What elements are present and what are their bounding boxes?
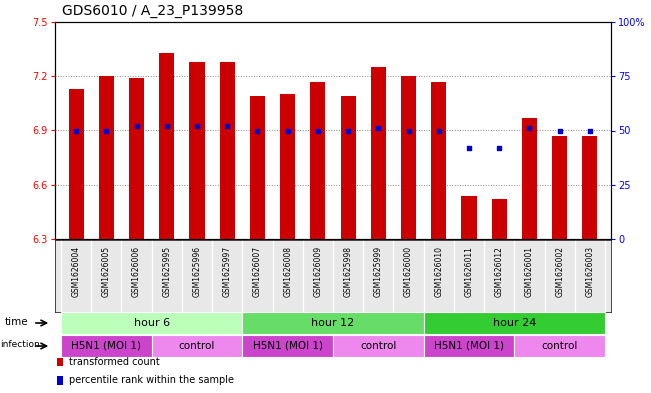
Text: GSM1626005: GSM1626005 — [102, 246, 111, 297]
Text: GSM1626000: GSM1626000 — [404, 246, 413, 297]
Bar — [159, 53, 174, 239]
Point — [71, 127, 81, 134]
Text: time: time — [5, 317, 28, 327]
Bar — [61, 312, 242, 334]
Bar — [280, 94, 295, 239]
Point — [434, 127, 444, 134]
Text: percentile rank within the sample: percentile rank within the sample — [68, 375, 234, 386]
Text: GSM1626007: GSM1626007 — [253, 246, 262, 297]
Bar — [250, 96, 265, 239]
Text: control: control — [542, 341, 578, 351]
Bar — [99, 76, 114, 239]
Text: hour 24: hour 24 — [493, 318, 536, 328]
Point — [283, 127, 293, 134]
Bar — [582, 136, 598, 239]
Text: GSM1625996: GSM1625996 — [193, 246, 202, 297]
Bar — [514, 335, 605, 357]
Point — [524, 125, 534, 132]
Point — [192, 123, 202, 129]
Bar — [129, 78, 144, 239]
Text: GSM1626006: GSM1626006 — [132, 246, 141, 297]
Text: GSM1626010: GSM1626010 — [434, 246, 443, 297]
Point — [343, 127, 353, 134]
Text: GSM1626011: GSM1626011 — [464, 246, 473, 297]
Text: GSM1626004: GSM1626004 — [72, 246, 81, 297]
Text: H5N1 (MOI 1): H5N1 (MOI 1) — [434, 341, 504, 351]
Text: hour 12: hour 12 — [311, 318, 355, 328]
Text: infection: infection — [0, 340, 40, 349]
Bar — [371, 67, 386, 239]
Text: GDS6010 / A_23_P139958: GDS6010 / A_23_P139958 — [61, 4, 243, 18]
Bar — [242, 312, 424, 334]
Bar — [462, 196, 477, 239]
Point — [101, 127, 111, 134]
Point — [252, 127, 262, 134]
Bar — [311, 82, 326, 239]
Text: GSM1626009: GSM1626009 — [313, 246, 322, 297]
Text: control: control — [360, 341, 396, 351]
Bar — [68, 89, 84, 239]
Bar — [424, 312, 605, 334]
Point — [585, 127, 595, 134]
Text: control: control — [179, 341, 215, 351]
Text: H5N1 (MOI 1): H5N1 (MOI 1) — [253, 341, 323, 351]
Bar — [401, 76, 416, 239]
Point — [222, 123, 232, 129]
Bar — [61, 335, 152, 357]
Text: GSM1625995: GSM1625995 — [162, 246, 171, 297]
Bar — [340, 96, 355, 239]
Text: GSM1626012: GSM1626012 — [495, 246, 504, 297]
Text: GSM1625998: GSM1625998 — [344, 246, 353, 297]
Point — [404, 127, 414, 134]
Text: GSM1625997: GSM1625997 — [223, 246, 232, 297]
Bar — [522, 118, 537, 239]
Text: GSM1625999: GSM1625999 — [374, 246, 383, 297]
Point — [132, 123, 142, 129]
Bar — [242, 335, 333, 357]
Text: H5N1 (MOI 1): H5N1 (MOI 1) — [72, 341, 141, 351]
Text: GSM1626003: GSM1626003 — [585, 246, 594, 297]
Bar — [152, 335, 242, 357]
Point — [494, 145, 505, 151]
Bar — [57, 357, 63, 366]
Bar — [189, 62, 204, 239]
Text: hour 6: hour 6 — [133, 318, 170, 328]
Point — [312, 127, 323, 134]
Text: GSM1626008: GSM1626008 — [283, 246, 292, 297]
Point — [373, 125, 383, 132]
Bar — [57, 376, 63, 385]
Bar — [431, 82, 447, 239]
Bar — [219, 62, 235, 239]
Point — [161, 123, 172, 129]
Point — [555, 127, 565, 134]
Bar — [424, 335, 514, 357]
Text: transformed count: transformed count — [68, 356, 159, 367]
Bar — [333, 335, 424, 357]
Text: GSM1626001: GSM1626001 — [525, 246, 534, 297]
Text: GSM1626002: GSM1626002 — [555, 246, 564, 297]
Bar — [552, 136, 567, 239]
Point — [464, 145, 474, 151]
Bar — [492, 199, 506, 239]
